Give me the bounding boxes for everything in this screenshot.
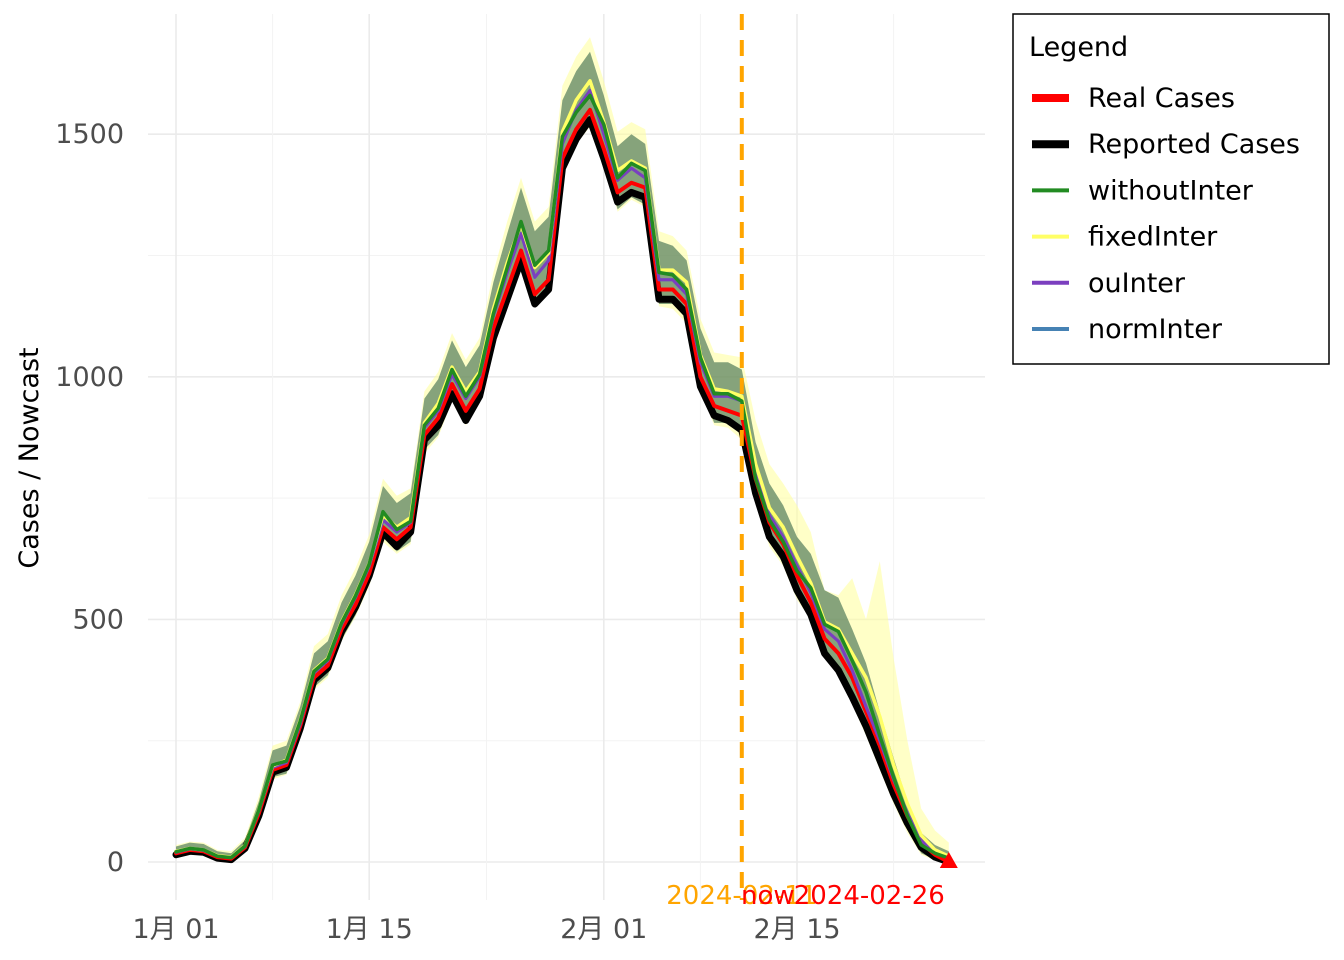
series-lines — [172, 79, 953, 866]
y-tick-labels: 0 500 1000 1500 — [55, 119, 124, 878]
legend-item: fixedInter — [1032, 222, 1218, 253]
legend-item: Real Cases — [1032, 83, 1235, 114]
y-tick-label: 1500 — [55, 119, 124, 150]
y-tick-label: 500 — [72, 604, 124, 635]
now-label: now — [741, 881, 795, 911]
legend-item: withoutInter — [1032, 175, 1254, 206]
legend-items: Real Cases Reported Cases withoutInter fixe… — [1032, 83, 1300, 345]
legend: Legend Real Cases Reported Cases withoutIn… — [1012, 13, 1330, 365]
legend-label: Reported Cases — [1088, 129, 1300, 160]
legend-title: Legend — [1029, 32, 1128, 63]
legend-label: Real Cases — [1088, 83, 1235, 114]
end-date-label: 2024-02-26 — [794, 881, 945, 911]
x-tick-label: 1月 01 — [132, 914, 219, 945]
x-tick-label: 1月 15 — [326, 914, 413, 945]
x-tick-label: 2月 01 — [560, 914, 647, 945]
legend-item: normInter — [1032, 314, 1223, 345]
legend-label: ouInter — [1088, 268, 1186, 299]
end-date-marker — [939, 852, 958, 868]
x-tick-label: 2月 15 — [753, 914, 840, 945]
y-axis-title: Cases / Nowcast — [14, 347, 45, 568]
y-tick-label: 0 — [107, 847, 124, 878]
legend-label: fixedInter — [1088, 222, 1218, 253]
now-date-label: 2024-02-11 — [666, 881, 817, 911]
x-tick-labels: 1月 01 1月 15 2月 01 2月 15 — [132, 914, 840, 945]
y-tick-label: 1000 — [55, 362, 124, 393]
legend-label: normInter — [1088, 314, 1223, 345]
legend-item: ouInter — [1032, 268, 1186, 299]
series-line-withoutinter — [174, 93, 951, 860]
legend-item: Reported Cases — [1032, 129, 1300, 160]
legend-label: withoutInter — [1088, 175, 1254, 206]
